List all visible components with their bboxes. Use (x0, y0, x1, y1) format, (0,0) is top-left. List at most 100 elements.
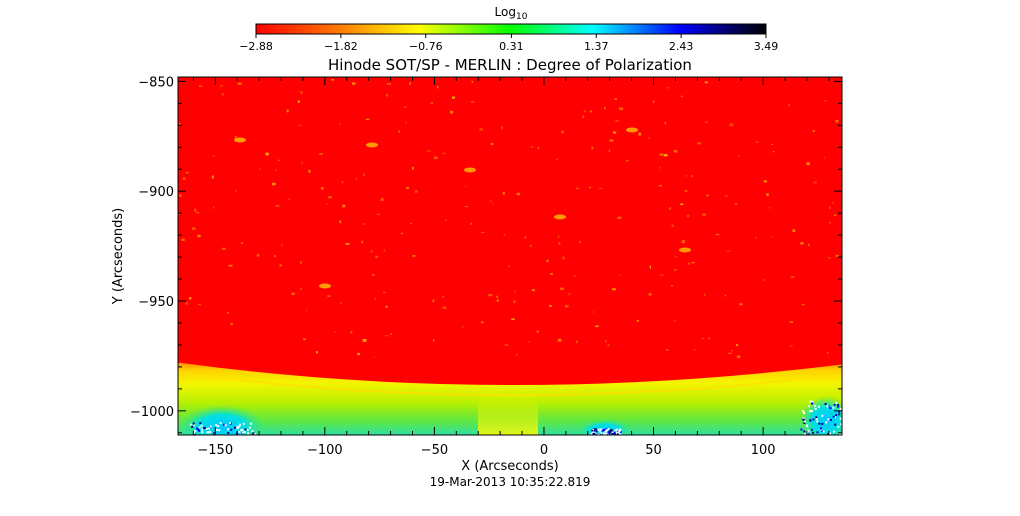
noise-pixel (230, 428, 233, 431)
speckle (516, 192, 520, 196)
noise-pixel (821, 422, 824, 425)
noise-pixel (803, 420, 806, 423)
plage-patch (464, 167, 476, 173)
speckle (197, 234, 201, 238)
noise-pixel (193, 423, 196, 426)
colorbar-ticks: −2.88 −1.82 −0.76 0.31 1.37 2.43 3.49 (239, 34, 778, 53)
noise-pixel (820, 427, 823, 430)
noise-pixel (238, 425, 241, 428)
speckle (462, 326, 464, 328)
plage-patch (234, 137, 246, 143)
speckle (771, 143, 774, 145)
noise-pixel (600, 431, 603, 434)
noise-pixel (206, 431, 209, 434)
y-tick-label: −1000 (130, 405, 174, 420)
noise-pixel (201, 428, 204, 431)
noise-pixel (833, 416, 836, 419)
noise-pixel (837, 404, 840, 407)
speckle (693, 349, 696, 351)
noise-pixel (820, 428, 823, 431)
speckle (823, 156, 825, 159)
noise-pixel (242, 422, 245, 425)
speckle (444, 219, 447, 221)
speckle (227, 311, 229, 314)
noise-pixel (199, 422, 202, 425)
y-tick-label: −900 (138, 185, 174, 200)
noise-pixel (824, 402, 827, 405)
speckle (826, 352, 829, 354)
speckle (592, 311, 594, 313)
noise-pixel (607, 428, 610, 431)
noise-pixel (839, 417, 842, 420)
noise-pixel (829, 407, 832, 410)
speckle (607, 344, 610, 347)
speckle (792, 229, 796, 233)
speckle (557, 338, 562, 342)
noise-pixel (243, 431, 246, 434)
noise-pixel (600, 433, 603, 435)
speckle (726, 250, 731, 252)
speckle (724, 294, 727, 297)
noise-pixel (193, 431, 196, 434)
speckle (823, 100, 828, 102)
speckle (189, 297, 192, 300)
speckle (372, 274, 375, 276)
speckle (669, 207, 672, 210)
y-axis-label: Y (Arcseconds) (111, 208, 126, 305)
speckle (281, 244, 283, 246)
noise-pixel (203, 426, 206, 429)
noise-pixel (233, 426, 236, 429)
speckle (410, 223, 413, 225)
noise-pixel (244, 428, 247, 431)
speckle (464, 205, 469, 208)
speckle (591, 146, 594, 150)
noise-pixel (811, 402, 814, 405)
speckle (583, 110, 586, 113)
speckle (728, 352, 732, 355)
speckle (334, 331, 336, 333)
noise-pixel (837, 425, 840, 428)
speckle (536, 330, 540, 333)
speckle (663, 154, 668, 157)
speckle (598, 187, 603, 190)
speckle (412, 255, 416, 257)
noise-pixel (812, 431, 815, 434)
speckle (178, 213, 181, 215)
noise-pixel (601, 429, 604, 432)
colorbar-tick-label: −2.88 (239, 40, 273, 53)
noise-pixel (616, 431, 619, 434)
speckle (763, 180, 767, 183)
speckle (212, 155, 216, 157)
speckle (302, 338, 306, 341)
speckle (451, 96, 456, 99)
noise-pixel (827, 405, 830, 408)
speckle (835, 254, 839, 257)
noise-pixel (803, 430, 806, 433)
noise-pixel (597, 428, 600, 431)
speckle (575, 187, 580, 190)
noise-pixel (595, 430, 598, 433)
speckle (235, 135, 237, 139)
noise-pixel (816, 431, 819, 434)
speckle (789, 345, 793, 347)
colorbar-tick-label: 2.43 (669, 40, 694, 53)
x-axis: −150 −100 −50 0 50 100 (192, 77, 830, 458)
noise-pixel (247, 432, 250, 435)
speckle (256, 253, 260, 257)
speckle (278, 159, 280, 161)
x-axis-label: X (Arcseconds) (461, 459, 558, 474)
noise-pixel (593, 432, 596, 435)
noise-pixel (597, 433, 600, 435)
speckle (414, 190, 418, 193)
speckle (611, 288, 616, 291)
colorbar-tick-label: −0.76 (409, 40, 443, 53)
speckle (265, 152, 269, 156)
x-tick-label: 50 (645, 443, 662, 458)
speckle (768, 207, 771, 209)
noise-pixel (190, 423, 193, 426)
noise-pixel (838, 410, 841, 413)
noise-pixel (606, 431, 609, 434)
speckle (648, 136, 650, 139)
speckle (436, 85, 439, 89)
